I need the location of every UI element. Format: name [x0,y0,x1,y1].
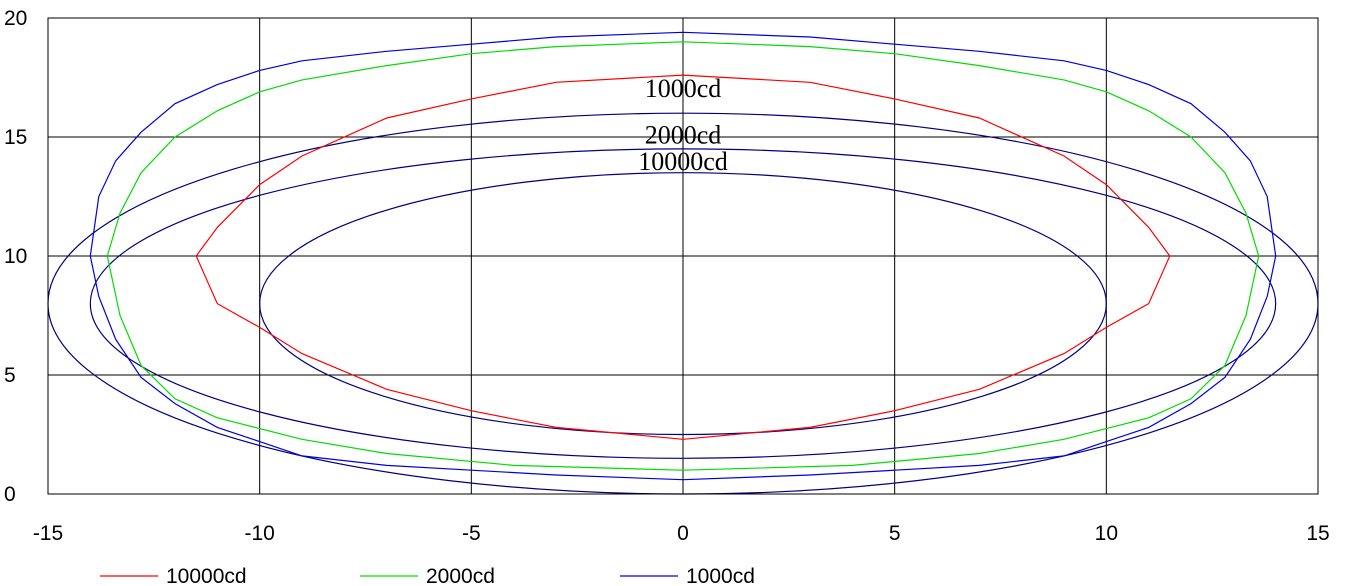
y-tick-label: 5 [4,364,16,387]
x-tick-label: -10 [244,522,274,545]
series-curve [106,41,1260,471]
isocandela-ellipse [259,172,1107,436]
x-tick-label: 5 [889,522,901,545]
series-curve [89,31,1277,481]
plot-frame [47,17,1319,495]
x-tick-label: 15 [1306,522,1329,545]
legend-label: 10000cd [166,565,247,586]
isocandela-label: 2000cd [645,121,722,150]
x-axis-ticks: -15 -10 -5 0 5 10 15 [33,522,1330,545]
y-tick-label: 20 [4,7,27,30]
x-tick-label: 0 [677,522,689,545]
y-tick-label: 15 [4,126,27,149]
isocandela-label: 10000cd [638,147,728,176]
y-tick-label: 10 [4,245,27,268]
isocandela-ellipse [89,148,1277,459]
series-curves [89,31,1277,481]
legend-label: 1000cd [686,565,755,586]
x-tick-label: -15 [33,522,63,545]
y-axis-ticks: 0 5 10 15 20 [4,7,27,506]
x-tick-label: -5 [462,522,481,545]
x-tick-label: 10 [1095,522,1118,545]
series-curve [195,74,1171,440]
y-tick-label: 0 [4,483,16,506]
legend: 10000cd 2000cd 1000cd [100,565,755,586]
legend-label: 2000cd [426,565,495,586]
isocandela-label: 1000cd [645,74,722,103]
